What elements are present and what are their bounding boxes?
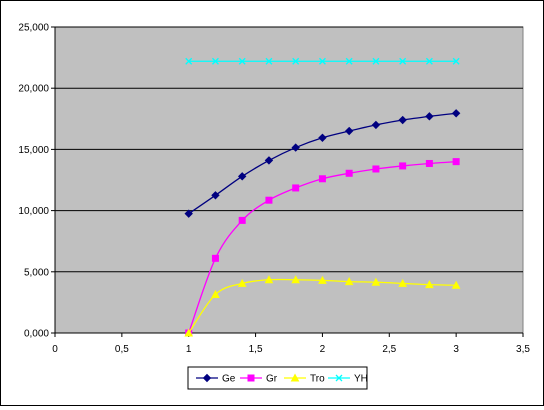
data-point-tro bbox=[371, 277, 381, 286]
data-point-yh bbox=[292, 57, 300, 65]
y-tick-label: 0,000 bbox=[24, 329, 49, 340]
y-tick-label: 15,000 bbox=[18, 145, 49, 156]
data-point-ge bbox=[398, 115, 407, 125]
data-point-gr bbox=[318, 175, 326, 183]
data-point-gr bbox=[211, 254, 219, 262]
y-axis-tick-labels: 0,000 5,000 10,000 15,000 20,000 25,000 bbox=[18, 23, 49, 340]
legend-item-ge: Ge bbox=[196, 374, 236, 385]
legend-item-yh: YH bbox=[328, 374, 368, 385]
series-lines bbox=[184, 57, 461, 337]
data-point-ge bbox=[371, 120, 381, 130]
x-tick-label: 1 bbox=[186, 344, 192, 355]
data-point-ge bbox=[318, 133, 327, 142]
data-point-gr bbox=[399, 162, 407, 170]
data-point-tro bbox=[451, 280, 461, 289]
legend-label: Gr bbox=[266, 374, 278, 385]
data-point-tro bbox=[237, 278, 247, 287]
data-point-gr bbox=[425, 159, 433, 167]
legend-label: Tro bbox=[310, 374, 325, 385]
x-tick-label: 0,5 bbox=[115, 344, 129, 355]
data-point-tro bbox=[211, 289, 220, 298]
data-point-gr bbox=[372, 165, 380, 173]
data-point-yh bbox=[345, 57, 353, 65]
y-tick-label: 10,000 bbox=[18, 206, 49, 217]
data-point-ge bbox=[237, 172, 247, 181]
data-point-ge bbox=[344, 126, 354, 136]
data-point-yh bbox=[211, 57, 219, 65]
legend-marker-ge bbox=[202, 373, 212, 383]
plot-area bbox=[54, 26, 524, 334]
legend-label: Ge bbox=[222, 374, 236, 385]
x-tick-label: 2,5 bbox=[382, 344, 396, 355]
y-tick-label: 5,000 bbox=[24, 267, 49, 278]
data-point-gr bbox=[265, 196, 273, 204]
x-tick-label: 3,5 bbox=[516, 344, 530, 355]
data-point-ge bbox=[184, 209, 193, 218]
x-tick-label: 2 bbox=[320, 344, 326, 355]
gridlines bbox=[55, 26, 523, 273]
data-point-yh bbox=[318, 57, 326, 65]
data-point-yh bbox=[372, 57, 380, 65]
data-point-yh bbox=[452, 57, 460, 65]
x-tick-label: 0 bbox=[52, 344, 58, 355]
series-tro bbox=[184, 275, 461, 337]
data-point-ge bbox=[451, 109, 461, 118]
legend-marker-yh bbox=[335, 374, 343, 382]
legend-marker-gr bbox=[247, 374, 255, 382]
legend-label: YH bbox=[354, 374, 368, 385]
series-yh bbox=[185, 57, 460, 65]
data-point-gr bbox=[345, 169, 353, 177]
data-point-yh bbox=[399, 57, 407, 65]
data-point-tro bbox=[344, 277, 354, 286]
data-point-tro bbox=[318, 275, 327, 284]
data-point-yh bbox=[265, 57, 273, 65]
legend-marker-tro bbox=[290, 373, 300, 382]
series-ge bbox=[184, 109, 461, 218]
legend-item-tro: Tro bbox=[284, 373, 325, 385]
data-point-tro bbox=[264, 275, 274, 284]
data-point-yh bbox=[238, 57, 246, 65]
legend-box bbox=[187, 366, 368, 390]
x-tick-label: 3 bbox=[453, 344, 459, 355]
data-point-ge bbox=[425, 112, 434, 121]
data-point-gr bbox=[292, 184, 300, 192]
data-point-tro bbox=[425, 280, 434, 289]
legend: Ge Gr Tro YH bbox=[187, 366, 368, 390]
data-point-tro bbox=[184, 328, 194, 337]
data-point-tro bbox=[291, 275, 301, 284]
data-point-yh bbox=[185, 57, 193, 65]
y-tick-label: 25,000 bbox=[18, 23, 49, 34]
data-point-ge bbox=[291, 143, 300, 152]
data-point-gr bbox=[238, 216, 246, 224]
y-tick-label: 20,000 bbox=[18, 84, 49, 95]
data-point-ge bbox=[211, 191, 220, 200]
data-point-ge bbox=[264, 156, 274, 165]
x-axis-tick-labels: 0 0,5 1 1,5 2 2,5 3 3,5 bbox=[52, 344, 530, 355]
axes bbox=[51, 26, 524, 337]
data-point-tro bbox=[398, 278, 407, 287]
data-point-yh bbox=[425, 57, 433, 65]
data-point-gr bbox=[452, 158, 460, 166]
legend-item-gr: Gr bbox=[240, 374, 278, 385]
x-tick-label: 1,5 bbox=[249, 344, 263, 355]
